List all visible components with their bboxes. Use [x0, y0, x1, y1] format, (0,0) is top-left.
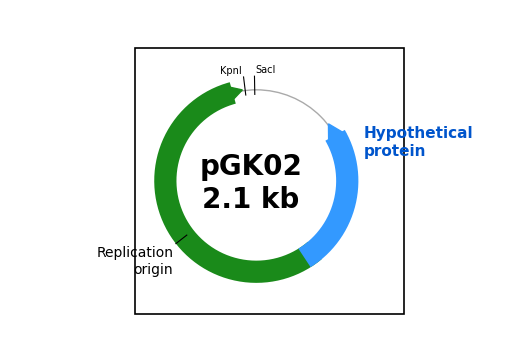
Text: Replication
origin: Replication origin: [96, 246, 173, 276]
Text: Hypothetical
protein: Hypothetical protein: [364, 126, 473, 159]
Polygon shape: [222, 86, 242, 105]
Text: KpnI: KpnI: [220, 66, 242, 76]
Text: 2.1 kb: 2.1 kb: [202, 186, 299, 214]
Polygon shape: [328, 124, 346, 144]
Text: pGK02: pGK02: [199, 153, 302, 181]
Text: SacI: SacI: [256, 65, 276, 75]
